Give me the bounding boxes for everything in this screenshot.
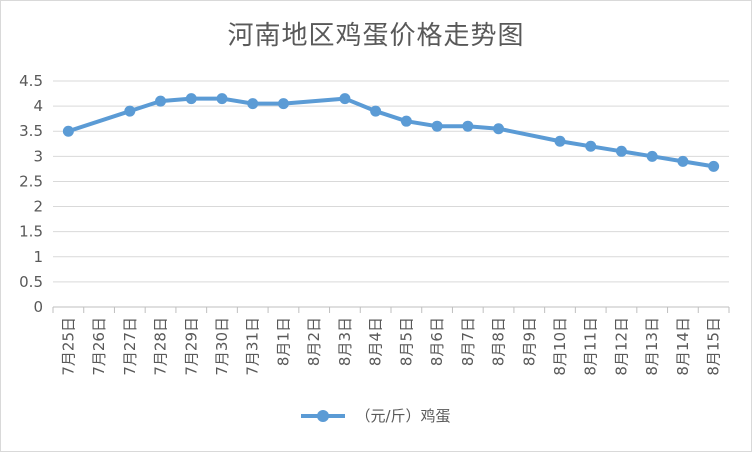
x-tick-label: 7月25日: [59, 317, 77, 376]
data-point: [370, 105, 382, 117]
x-tick-label: 7月29日: [182, 317, 200, 376]
x-tick-label: 8月12日: [612, 317, 630, 376]
x-tick-label: 8月5日: [397, 317, 415, 366]
y-tick-label: 2: [33, 198, 43, 216]
data-point: [462, 120, 474, 132]
x-tick-label: 8月15日: [705, 317, 723, 376]
chart-title: 河南地区鸡蛋价格走势图: [227, 21, 525, 51]
y-tick-label: 1: [33, 248, 43, 266]
x-tick-label: 7月30日: [213, 317, 231, 376]
data-point: [62, 125, 74, 137]
data-point: [247, 98, 259, 110]
x-tick-label: 8月6日: [428, 317, 446, 366]
data-point: [277, 98, 289, 110]
x-tick-label: 8月3日: [336, 317, 354, 366]
data-point: [339, 93, 351, 105]
y-tick-label: 3: [33, 147, 43, 165]
x-tick-label: 8月7日: [459, 317, 477, 366]
data-point: [585, 140, 597, 152]
data-point: [615, 145, 627, 157]
data-point: [216, 93, 228, 105]
data-point: [155, 95, 167, 107]
x-tick-label: 8月11日: [582, 317, 600, 376]
data-point: [493, 123, 505, 135]
data-point: [124, 105, 136, 117]
data-point: [185, 93, 197, 105]
data-point: [677, 155, 689, 167]
y-tick-label: 2.5: [19, 172, 43, 190]
x-tick-label: 7月31日: [244, 317, 262, 376]
y-tick-label: 0: [33, 298, 43, 316]
y-tick-label: 3.5: [19, 122, 43, 140]
x-tick-label: 7月26日: [90, 317, 108, 376]
data-point: [646, 150, 658, 162]
legend-series-marker: [301, 406, 346, 426]
x-tick-label: 8月10日: [551, 317, 569, 376]
x-tick-label: 7月27日: [121, 317, 139, 376]
legend: （元/斤）鸡蛋: [1, 405, 751, 426]
legend-series-label: （元/斤）鸡蛋: [355, 407, 451, 425]
x-tick-label: 8月2日: [305, 317, 323, 366]
y-tick-label: 4.5: [19, 72, 43, 90]
data-point: [708, 160, 720, 172]
x-tick-label: 8月4日: [367, 317, 385, 366]
x-tick-label: 8月14日: [674, 317, 692, 376]
x-tick-label: 8月8日: [490, 317, 508, 366]
x-tick-label: 8月9日: [520, 317, 538, 366]
data-point: [400, 115, 412, 127]
y-tick-label: 1.5: [19, 223, 43, 241]
x-tick-label: 8月1日: [274, 317, 292, 366]
x-tick-label: 8月13日: [643, 317, 661, 376]
data-point: [554, 135, 566, 147]
x-tick-label: 7月28日: [152, 317, 170, 376]
data-point: [431, 120, 443, 132]
y-tick-label: 4: [33, 97, 43, 115]
y-tick-label: 0.5: [19, 273, 43, 291]
